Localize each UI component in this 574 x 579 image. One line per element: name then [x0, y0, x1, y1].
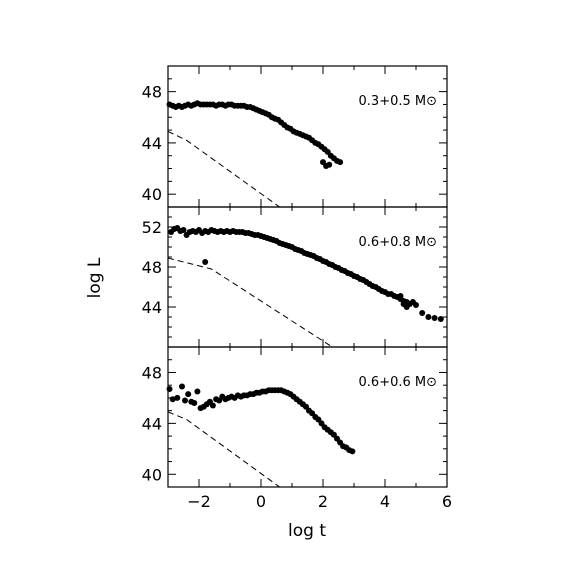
- reference-line: [167, 130, 280, 208]
- y-tick-label: 48: [142, 83, 162, 102]
- data-point: [174, 394, 181, 401]
- y-tick-label: 44: [142, 414, 162, 433]
- data-point: [182, 397, 188, 404]
- data-point: [337, 159, 344, 166]
- data-point: [166, 386, 173, 392]
- data-point: [326, 161, 333, 168]
- data-point: [431, 315, 438, 321]
- panel-annotation: 0.6+0.8 M⊙: [359, 235, 437, 250]
- y-tick-label: 44: [142, 134, 162, 153]
- y-axis-label: log L: [85, 257, 105, 298]
- reference-line: [167, 257, 333, 348]
- y-tick-label: 48: [142, 363, 162, 382]
- x-axis-label: log t: [288, 521, 326, 541]
- data-point: [180, 227, 187, 233]
- data-point: [403, 304, 410, 310]
- data-point: [413, 302, 419, 308]
- data-point: [349, 448, 356, 455]
- x-tick-label: 4: [380, 492, 390, 511]
- data-point: [194, 388, 201, 395]
- panel-1: 40 44 48 0.3+0.5 M⊙: [142, 65, 448, 208]
- y-tick-label: 44: [142, 298, 162, 317]
- data-point: [437, 316, 444, 322]
- panel-annotation: 0.6+0.6 M⊙: [359, 375, 437, 390]
- data-point: [191, 400, 198, 406]
- y-tick-label: 48: [142, 258, 162, 277]
- panel-3: 40 44 48 −2 0 2 4 6 0.6+0.6 M⊙: [142, 346, 452, 511]
- data-point: [425, 314, 432, 320]
- data-point: [202, 259, 209, 265]
- y-tick-label: 40: [142, 185, 162, 204]
- panel-annotation: 0.3+0.5 M⊙: [359, 94, 437, 109]
- x-tick-label: −2: [187, 492, 211, 511]
- data-point: [185, 391, 192, 398]
- data-point: [397, 293, 404, 299]
- x-tick-label: 6: [442, 492, 452, 511]
- plot-frame: [167, 346, 448, 488]
- y-tick-label: 40: [142, 465, 162, 484]
- reference-line: [167, 411, 280, 488]
- panel-2: 44 48 52 0.6+0.8 M⊙: [142, 206, 448, 348]
- x-tick-label: 0: [256, 492, 266, 511]
- data-point: [169, 396, 176, 403]
- data-point: [419, 310, 426, 316]
- data-point: [209, 402, 216, 409]
- data-point: [179, 383, 185, 390]
- y-tick-label: 52: [142, 218, 162, 237]
- x-tick-label: 2: [318, 492, 328, 511]
